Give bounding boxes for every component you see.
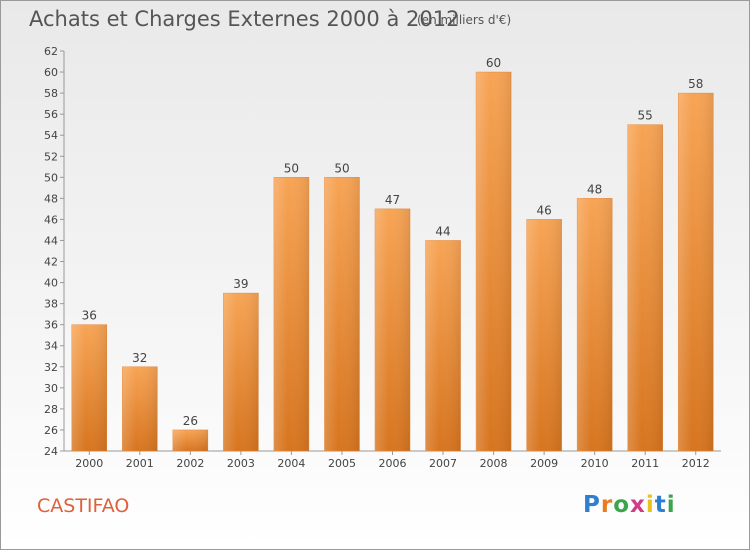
y-tick-label: 24	[44, 445, 58, 458]
bar-shine	[375, 208, 410, 451]
y-tick-label: 56	[44, 108, 58, 121]
x-tick-label: 2000	[75, 457, 103, 470]
x-tick-label: 2007	[429, 457, 457, 470]
bar-value-label: 44	[435, 224, 450, 238]
bar-shine	[122, 366, 158, 451]
y-tick-label: 32	[44, 361, 58, 374]
bar-shine	[425, 240, 461, 451]
y-tick-label: 62	[44, 45, 58, 58]
y-tick-label: 54	[44, 129, 58, 142]
commune-name: CASTIFAO	[37, 495, 130, 517]
y-tick-label: 52	[44, 150, 58, 163]
bar-shine	[627, 124, 663, 452]
y-tick-label: 30	[44, 382, 58, 395]
x-tick-label: 2006	[379, 457, 407, 470]
y-tick-label: 36	[44, 319, 58, 332]
y-tick-label: 34	[44, 340, 58, 353]
bar-shine	[71, 324, 107, 451]
x-tick-label: 2009	[530, 457, 558, 470]
y-tick-label: 26	[44, 424, 58, 437]
bar-shine	[223, 293, 259, 451]
logo-letter: P	[583, 492, 601, 518]
bar-value-label: 26	[183, 414, 198, 428]
bar-value-label: 50	[334, 161, 349, 175]
bar-value-label: 60	[486, 56, 501, 70]
y-tick-label: 44	[44, 234, 58, 247]
x-tick-label: 2010	[581, 457, 609, 470]
chart-unit: (en milliers d'€)	[417, 13, 512, 27]
y-tick-label: 58	[44, 87, 58, 100]
x-tick-label: 2001	[126, 457, 154, 470]
logo-letter: x	[630, 492, 646, 518]
bar-value-label: 39	[233, 277, 248, 291]
logo-letter: i	[645, 492, 655, 518]
bar-value-label: 46	[536, 203, 551, 217]
bar-shine	[526, 219, 562, 451]
y-tick-label: 48	[44, 192, 58, 205]
x-tick-label: 2008	[480, 457, 508, 470]
bar-value-label: 48	[587, 182, 602, 196]
x-tick-label: 2004	[277, 457, 305, 470]
y-tick-label: 46	[44, 213, 58, 226]
bar-value-label: 32	[132, 351, 147, 365]
y-tick-label: 42	[44, 256, 58, 269]
bar-shine	[273, 177, 309, 451]
logo-letter: t	[654, 492, 667, 518]
y-tick-label: 38	[44, 298, 58, 311]
x-tick-label: 2002	[176, 457, 204, 470]
bar-value-label: 58	[688, 77, 703, 91]
y-tick-label: 40	[44, 277, 58, 290]
bar-value-label: 55	[638, 109, 653, 123]
y-tick-label: 28	[44, 403, 58, 416]
logo-letter: r	[600, 492, 614, 518]
x-tick-label: 2012	[682, 457, 710, 470]
x-tick-label: 2005	[328, 457, 356, 470]
y-tick-label: 60	[44, 66, 58, 79]
bar-value-label: 50	[284, 161, 299, 175]
x-tick-label: 2011	[631, 457, 659, 470]
bar-value-label: 36	[82, 309, 97, 323]
logo-letter: i	[666, 492, 676, 518]
x-tick-label: 2003	[227, 457, 255, 470]
bar-shine	[172, 429, 208, 451]
bar-shine	[577, 198, 613, 451]
chart-title: Achats et Charges Externes 2000 à 2012	[29, 7, 460, 31]
bar-value-label: 47	[385, 193, 400, 207]
proxiti-logo: Proxiti	[583, 492, 676, 518]
bar-shine	[324, 177, 360, 451]
y-tick-label: 50	[44, 171, 58, 184]
bar-shine	[678, 93, 714, 452]
bar-shine	[476, 72, 512, 451]
logo-letter: o	[613, 492, 631, 518]
